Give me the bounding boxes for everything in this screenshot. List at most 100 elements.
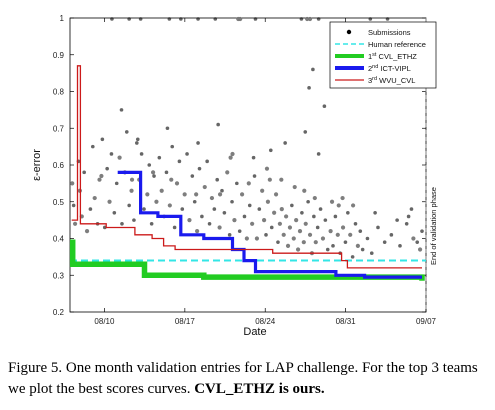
submission-dot [228, 155, 233, 160]
submission-dot [343, 240, 348, 244]
y-tick-label: 1 [60, 14, 65, 23]
submission-dot [307, 232, 313, 237]
y-tick-label: 0.3 [53, 271, 65, 280]
legend: Submissions Human reference 1st CVL_ETHZ 2n… [329, 21, 437, 89]
x-tick-label: 08/24 [255, 317, 276, 326]
submission-dot [311, 67, 315, 72]
legend-swatch-dot [346, 29, 352, 35]
submission-dot [316, 152, 321, 156]
submission-dot [360, 247, 365, 252]
submission-dot [217, 192, 223, 197]
submission-dot [417, 247, 423, 252]
submission-dot [269, 225, 274, 230]
submission-dot [152, 174, 156, 178]
submission-dot [138, 17, 143, 21]
submission-dot [333, 214, 338, 219]
submission-dot [350, 203, 356, 208]
legend-label: 3rd WVU_CVL [368, 76, 415, 85]
submission-dot [385, 17, 390, 21]
submission-dot [197, 166, 202, 171]
submission-dot [185, 152, 189, 156]
submission-dot [200, 214, 204, 219]
submission-dot [409, 207, 414, 211]
submission-dot [365, 236, 370, 241]
submission-dot [305, 16, 310, 22]
submission-dot [172, 225, 177, 230]
submission-dot [340, 195, 345, 201]
submission-dot [253, 17, 258, 21]
series-line-wvu-cvl [71, 65, 422, 269]
submission-dot [107, 199, 112, 204]
submission-dot [373, 210, 377, 215]
submission-dot [139, 152, 144, 156]
submission-dot [307, 86, 311, 90]
submission-dot [315, 225, 320, 230]
submission-dot [105, 166, 109, 171]
submission-dot [284, 214, 289, 219]
chart: 0.2 0.3 0.4 0.5 0.6 0.7 0.8 0.9 1 08/10 08/17 08/2… [31, 14, 438, 338]
submission-dot [260, 188, 265, 193]
submission-dot [325, 247, 330, 252]
submission-dot [207, 222, 212, 226]
submission-dot [313, 240, 318, 245]
end-of-validation-label: End of validation phase [429, 187, 438, 265]
submission-dot [135, 141, 139, 145]
submission-dot [109, 152, 114, 156]
submission-dot [420, 229, 424, 233]
figure-caption: Figure 5. One month validation entries f… [8, 358, 490, 400]
submission-dot [202, 184, 207, 190]
submission-dot [276, 240, 280, 244]
submission-dot [406, 214, 411, 219]
submission-dot [217, 225, 222, 230]
submission-dot [129, 188, 134, 193]
submission-dot [264, 233, 268, 237]
submission-dot [177, 159, 182, 164]
submission-dot [336, 203, 341, 208]
submission-dot [346, 210, 350, 215]
submission-dot [368, 17, 373, 21]
submission-dot [244, 236, 249, 241]
submission-dot [92, 195, 97, 201]
submission-dot [340, 225, 346, 230]
submission-dot [169, 177, 174, 182]
submission-dot [147, 163, 152, 167]
submission-dot [170, 144, 175, 149]
submission-dot [272, 210, 277, 215]
submission-dot [120, 222, 124, 226]
submission-dot [114, 181, 119, 186]
submission-dot [303, 130, 308, 134]
submission-dot [411, 236, 416, 241]
submission-dot [164, 170, 169, 175]
submission-dot [222, 210, 227, 215]
submission-dot [132, 218, 136, 222]
submission-dot [157, 155, 162, 160]
submission-dot [150, 170, 156, 175]
submission-dot [194, 192, 199, 197]
submission-dot [239, 192, 245, 197]
submission-dot [323, 218, 328, 222]
submission-dot [174, 181, 180, 186]
submission-dot [246, 181, 251, 186]
submission-dot [149, 222, 154, 226]
submission-dot [415, 240, 420, 244]
submission-dot [273, 192, 279, 197]
submission-dot [238, 16, 243, 22]
submission-dot [268, 148, 273, 153]
submission-dot [127, 203, 131, 208]
submission-dot [232, 218, 237, 223]
x-tick-label: 08/31 [336, 317, 357, 326]
series-group [69, 65, 425, 281]
submission-dot [318, 207, 323, 211]
submission-dot [301, 240, 306, 245]
submission-dot [329, 199, 335, 204]
submission-dot [237, 229, 242, 233]
submission-dot [331, 244, 335, 248]
submission-dot [182, 192, 187, 197]
submission-dot [251, 155, 256, 160]
y-tick-label: 0.7 [53, 124, 65, 133]
series-line-ict-vipl [117, 170, 422, 279]
submission-dot [70, 181, 75, 186]
y-tick-label: 0.5 [53, 198, 65, 207]
submission-dot [225, 170, 230, 175]
submission-dot [212, 207, 217, 211]
